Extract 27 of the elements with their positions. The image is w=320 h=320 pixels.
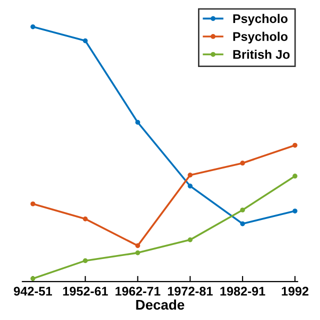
- point: [30, 201, 36, 206]
- x-tick-label: 1992: [282, 286, 308, 296]
- x-tick-label: 1982-91: [220, 286, 266, 296]
- legend-label: Psycholo: [233, 32, 288, 44]
- x-tick-label: 1952-61: [63, 286, 108, 296]
- point: [30, 24, 36, 30]
- point: [135, 243, 140, 248]
- point: [188, 172, 193, 178]
- point: [135, 250, 140, 256]
- point: [292, 174, 298, 179]
- x-tick-label: 1972-81: [168, 286, 213, 296]
- x-axis-title: Decade: [136, 300, 184, 310]
- point: [292, 208, 298, 214]
- point: [188, 184, 193, 188]
- point: [292, 142, 298, 148]
- point: [240, 208, 245, 212]
- point: [188, 237, 193, 242]
- legend-label: Psycholo: [233, 14, 288, 26]
- point: [240, 221, 245, 226]
- point: [240, 160, 245, 166]
- point: [82, 258, 88, 264]
- point: [135, 120, 140, 125]
- point: [82, 38, 88, 44]
- x-tick-label: 942-51: [14, 286, 52, 296]
- x-tick-label: 1962-71: [116, 286, 160, 296]
- point: [82, 216, 88, 222]
- legend-label: British Jo: [233, 50, 290, 59]
